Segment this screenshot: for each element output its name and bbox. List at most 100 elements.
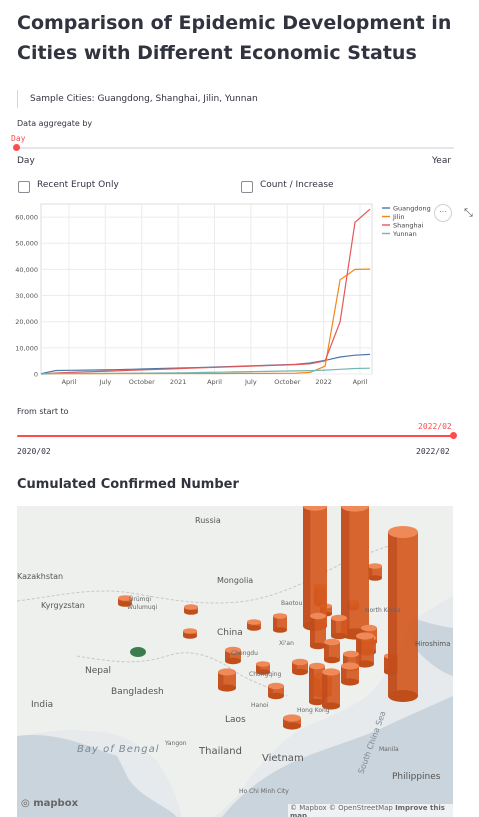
aggregate-slider-thumb[interactable]: [13, 144, 20, 151]
case-column[interactable]: [247, 619, 261, 631]
case-columns: [118, 506, 418, 730]
case-column[interactable]: [324, 638, 340, 664]
map-section-title: Cumulated Confirmed Number: [17, 477, 239, 492]
aggregate-slider-value: Day: [11, 134, 26, 143]
range-slider-max-label: 2022/02: [416, 447, 450, 456]
range-slider-label: From start to: [17, 407, 69, 416]
map-city-label: Manila: [379, 746, 399, 753]
aggregate-slider-label: Data aggregate by: [17, 119, 93, 128]
map-labels: Russia Kazakhstan Mongolia Kyrgyzstan China N…: [17, 506, 453, 817]
aggregate-slider-min-label: Day: [17, 156, 35, 166]
case-column[interactable]: [388, 526, 418, 702]
x-tick-label: October: [274, 378, 300, 386]
map-place-label: Vietnam: [262, 753, 304, 764]
aggregate-slider-track[interactable]: [17, 147, 454, 149]
map-place-label: Kyrgyzstan: [41, 601, 85, 610]
map-place-label: China: [217, 628, 243, 638]
case-column[interactable]: [118, 595, 132, 607]
case-column[interactable]: [331, 614, 347, 640]
y-tick-label: 20,000: [15, 318, 38, 326]
map-city-label: Chongqing: [249, 671, 282, 678]
recent-erupt-checkbox[interactable]: [18, 181, 30, 193]
x-tick-label: July: [99, 378, 112, 386]
case-column[interactable]: [183, 628, 197, 639]
fullscreen-icon[interactable]: ⤡: [464, 206, 473, 219]
map-place-label: Nepal: [85, 666, 111, 676]
case-column[interactable]: [341, 662, 359, 686]
case-column[interactable]: [356, 632, 374, 668]
map-place-label: Bangladesh: [111, 687, 164, 697]
map-place-label: Bay of Bengal: [77, 744, 160, 755]
y-tick-label: 30,000: [15, 292, 38, 300]
case-column[interactable]: [218, 668, 236, 692]
case-column[interactable]: [225, 646, 241, 665]
x-tick-label: July: [244, 378, 257, 386]
x-tick-label: 2022: [315, 378, 332, 386]
x-tick-label: April: [62, 378, 77, 386]
case-column[interactable]: [309, 662, 325, 706]
case-column[interactable]: [292, 658, 308, 676]
range-slider-track[interactable]: [17, 435, 454, 437]
legend-item-guangdong[interactable]: Guangdong: [393, 205, 431, 213]
y-tick-label: 10,000: [15, 344, 38, 352]
range-slider-value: 2022/02: [418, 422, 452, 431]
series-line-shanghai: [40, 208, 371, 375]
chart-axes: 0 10,000 20,000 30,000 40,000 50,000 60,000 Apr…: [15, 214, 367, 386]
case-column[interactable]: [368, 563, 382, 581]
chart-actions-menu-button[interactable]: ⋯: [434, 204, 452, 222]
legend-item-jilin[interactable]: Jilin: [392, 213, 404, 221]
aggregate-slider-max-label: Year: [432, 156, 452, 166]
legend-item-shanghai[interactable]: Shanghai: [393, 222, 424, 230]
map-place-label: Kazakhstan: [17, 572, 64, 581]
map-city-label: Ho Chi Minh City: [239, 788, 289, 795]
sample-cities-note: Sample Cities: Guangdong, Shanghai, Jili…: [17, 90, 258, 108]
map-city-label: North Korea: [365, 607, 401, 614]
x-tick-label: April: [207, 378, 222, 386]
mapbox-logo[interactable]: ◎ mapbox: [21, 798, 79, 809]
legend-item-yunnan[interactable]: Yunnan: [392, 230, 417, 238]
case-column[interactable]: [310, 612, 326, 650]
case-column[interactable]: [303, 506, 327, 631]
map-city-label: Xi'an: [279, 640, 294, 647]
y-tick-label: 0: [34, 371, 38, 379]
case-column[interactable]: [322, 668, 340, 710]
recent-erupt-label[interactable]: Recent Erupt Only: [37, 180, 119, 190]
y-tick-label: 40,000: [15, 266, 38, 274]
case-column[interactable]: [256, 661, 270, 675]
case-column[interactable]: [268, 682, 284, 700]
x-tick-label: April: [353, 378, 368, 386]
low-case-region: [130, 647, 146, 657]
map-city-label: Wulumuqi: [127, 604, 158, 611]
x-tick-label: 2021: [170, 378, 187, 386]
count-increase-checkbox[interactable]: [241, 181, 253, 193]
count-increase-label[interactable]: Count / Increase: [260, 180, 334, 190]
map-city-label: Yangon: [165, 740, 187, 747]
map-city-label: Chengdu: [231, 650, 258, 657]
case-column[interactable]: [283, 714, 301, 730]
map-place-label: South China Sea: [356, 709, 388, 776]
map-city-label: Baotou: [281, 600, 303, 607]
map-place-label: Thailand: [199, 746, 242, 757]
map-place-label: India: [31, 700, 54, 710]
chart-series: [40, 208, 371, 375]
y-tick-label: 60,000: [15, 214, 38, 222]
epidemic-line-chart: 0 10,000 20,000 30,000 40,000 50,000 60,000 Apr…: [15, 203, 431, 386]
map-place-label: Hiroshima: [415, 640, 451, 648]
map-city-label: Ürümqi: [129, 596, 151, 603]
page-title: Comparison of Epidemic Development in Ci…: [17, 12, 452, 64]
map-place-label: Mongolia: [217, 576, 254, 585]
case-column[interactable]: [273, 613, 287, 633]
case-column[interactable]: [184, 604, 198, 615]
improve-map-link[interactable]: Improve this map: [290, 804, 445, 817]
range-slider-thumb[interactable]: [450, 432, 457, 439]
map-place-label: Laos: [225, 715, 246, 725]
range-slider-min-label: 2020/02: [17, 447, 51, 456]
series-line-yunnan: [40, 367, 371, 375]
map-city-label: Hong Kong: [297, 707, 330, 714]
chart-grid: [40, 203, 373, 375]
cases-3d-map[interactable]: Russia Kazakhstan Mongolia Kyrgyzstan China N…: [17, 506, 453, 817]
map-attribution[interactable]: © Mapbox © OpenStreetMap Improve this ma…: [288, 804, 453, 817]
y-tick-label: 50,000: [15, 240, 38, 248]
x-tick-label: October: [129, 378, 155, 386]
